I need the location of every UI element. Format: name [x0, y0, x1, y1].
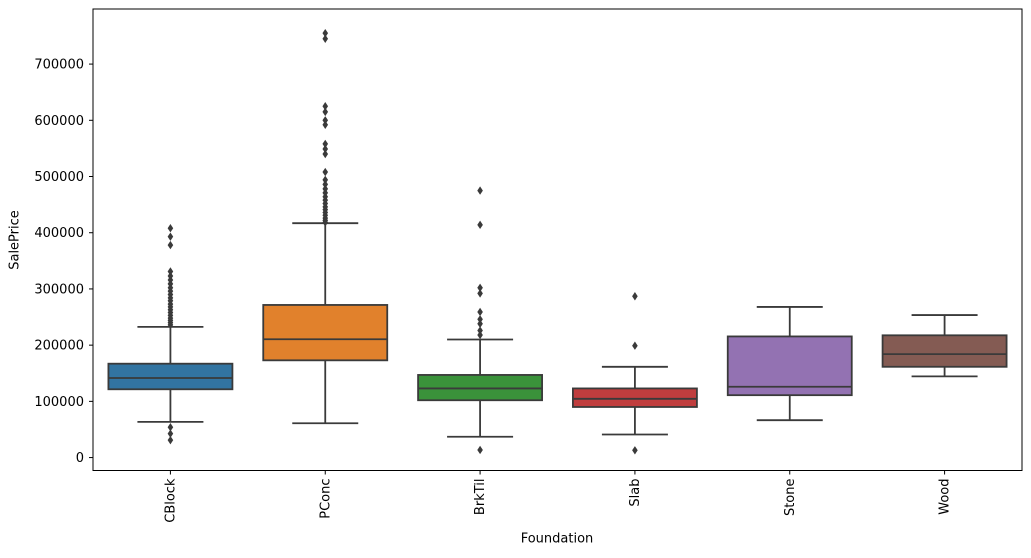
x-tick-label: PConc: [318, 479, 333, 519]
outlier-marker: [477, 289, 483, 298]
outlier-marker: [477, 315, 483, 324]
y-tick-label: 600000: [34, 114, 84, 129]
x-axis-label: Foundation: [520, 531, 594, 547]
box-Slab: [572, 387, 698, 408]
outlier-marker: [477, 326, 483, 335]
outlier-marker: [322, 120, 329, 129]
outlier-marker: [632, 446, 638, 455]
outlier-marker: [322, 167, 329, 177]
y-tick-label: 200000: [34, 339, 84, 354]
x-tick-label: BrkTil: [473, 479, 488, 516]
box-PConc: [262, 304, 389, 362]
outlier-marker: [632, 292, 638, 301]
outlier-marker: [477, 283, 483, 293]
y-tick-label: 300000: [34, 282, 84, 297]
outlier-marker: [167, 435, 174, 445]
outlier-marker: [167, 423, 174, 432]
outlier-marker: [167, 320, 174, 330]
y-tick-label: 400000: [34, 226, 84, 241]
box-Wood: [881, 334, 1008, 368]
y-tick-label: 0: [76, 451, 84, 466]
outlier-marker: [477, 319, 483, 328]
x-tick-label: Stone: [783, 479, 798, 517]
outlier-marker: [477, 186, 483, 195]
box-Stone: [726, 335, 853, 397]
box-CBlock: [107, 362, 234, 391]
plot-area: [92, 8, 1023, 471]
y-tick-label: 500000: [34, 170, 84, 185]
y-axis-label: SalePrice: [7, 210, 23, 270]
x-tick-label: Slab: [628, 479, 643, 507]
outlier-marker: [477, 220, 483, 230]
outlier-marker: [167, 267, 174, 276]
outlier-marker: [167, 224, 174, 233]
outlier-marker: [322, 34, 329, 43]
outlier-marker: [322, 116, 329, 125]
outlier-marker: [322, 139, 329, 149]
outlier-marker: [167, 429, 174, 438]
outlier-marker: [322, 175, 329, 185]
outlier-marker: [167, 240, 174, 250]
outlier-marker: [322, 180, 329, 189]
outlier-marker: [322, 28, 329, 38]
y-tick-label: 700000: [34, 58, 84, 73]
outlier-marker: [477, 445, 483, 455]
outlier-marker: [477, 307, 483, 317]
outlier-marker: [477, 330, 483, 340]
outlier-marker: [322, 107, 329, 117]
x-tick-label: Wood: [938, 479, 953, 515]
outlier-marker: [322, 102, 329, 111]
y-tick-label: 100000: [34, 395, 84, 410]
x-tick-label: CBlock: [163, 478, 178, 523]
outlier-marker: [322, 144, 329, 154]
outlier-marker: [322, 218, 329, 227]
outlier-marker: [322, 149, 329, 159]
outlier-marker: [167, 232, 174, 241]
outlier-marker: [632, 341, 638, 350]
